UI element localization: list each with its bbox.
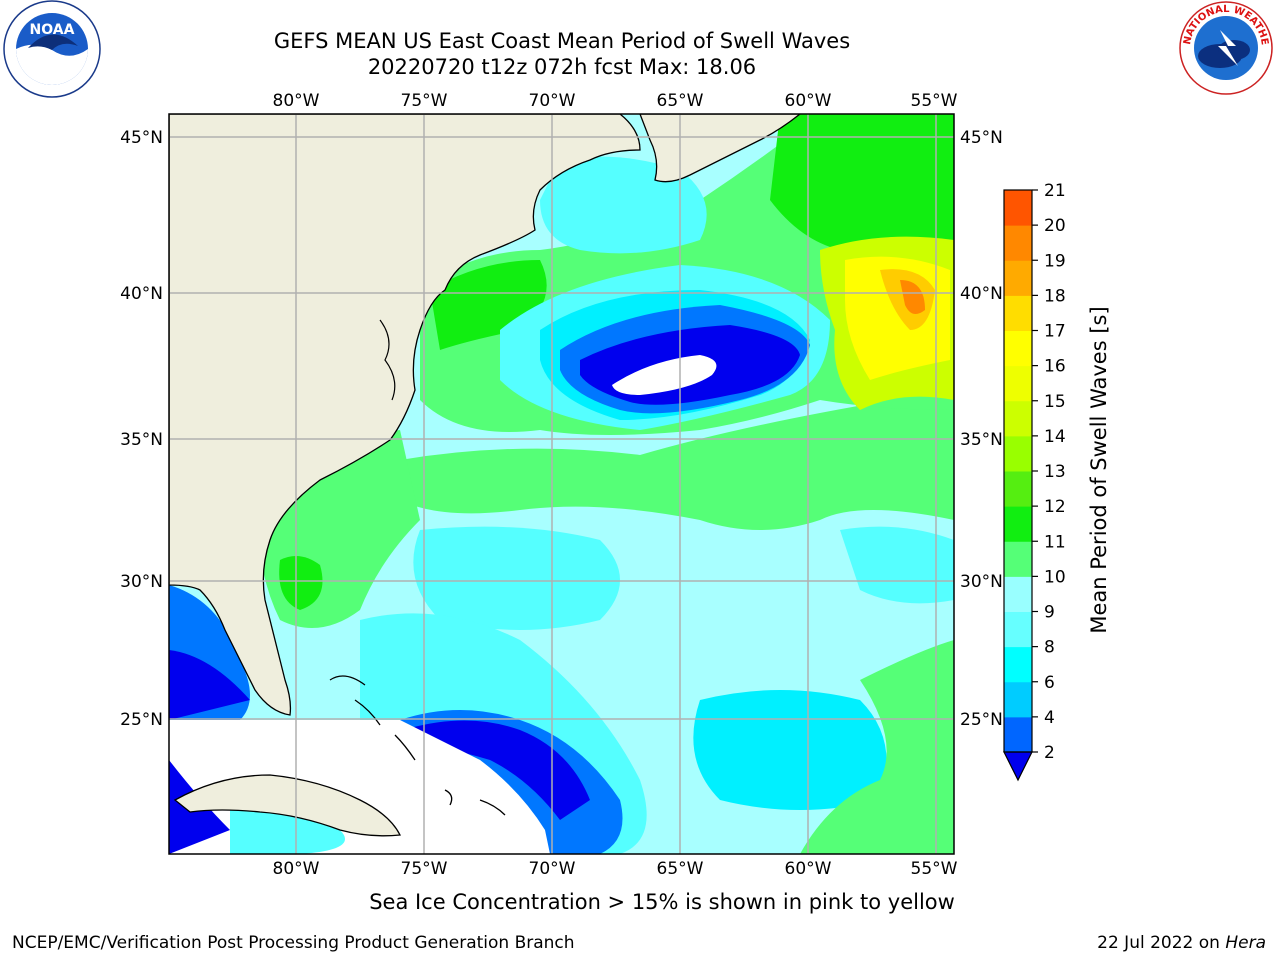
zone-orange-max <box>900 280 925 314</box>
noaa-logo: NOAA <box>3 0 101 98</box>
lat-label: 45°N <box>960 128 1003 148</box>
zone-cyan-south-1 <box>413 526 620 630</box>
colorbar-tick-label: 2 <box>1044 743 1055 763</box>
map-field <box>169 114 954 854</box>
zone-cyan-southeast <box>693 690 887 810</box>
colorbar-segment <box>1004 295 1032 331</box>
colorbar-tick-label: 16 <box>1044 357 1066 377</box>
zone-light-green-south <box>400 390 954 530</box>
lat-labels-left: 45°N 40°N 35°N 30°N 25°N <box>120 128 163 730</box>
lat-label: 25°N <box>960 710 1003 730</box>
colorbar-segment <box>1004 260 1032 296</box>
lon-label: 60°W <box>785 91 832 111</box>
nws-logo: NATIONAL WEATHER SERVICE <box>1176 0 1273 95</box>
colorbar-segment <box>1004 611 1032 648</box>
lon-label: 75°W <box>401 859 448 879</box>
lat-label: 25°N <box>120 710 163 730</box>
colorbar-tick-label: 18 <box>1044 286 1066 306</box>
colorbar-tick-label: 14 <box>1044 427 1066 447</box>
zone-deep-blue-gulf <box>169 650 250 720</box>
lon-label: 65°W <box>657 91 704 111</box>
lon-label: 80°W <box>273 859 320 879</box>
colorbar-segment <box>1004 646 1032 683</box>
colorbar-tick-label: 9 <box>1044 603 1055 623</box>
colorbar-segment <box>1004 716 1032 753</box>
colorbar-tick-label: 15 <box>1044 392 1066 412</box>
lat-label: 30°N <box>960 572 1003 592</box>
sea-ice-note: Sea Ice Concentration > 15% is shown in … <box>369 890 955 914</box>
lat-label: 35°N <box>960 430 1003 450</box>
colorbar: 2 4 6 8 9 10 11 12 13 14 15 16 17 18 19 20 21 <box>1003 181 1066 782</box>
colorbar-segment <box>1004 435 1032 472</box>
lat-label: 40°N <box>960 284 1003 304</box>
colorbar-segment <box>1004 190 1032 226</box>
zone-white-calm <box>612 355 717 395</box>
colorbar-tick-label: 8 <box>1044 638 1055 658</box>
lat-label: 40°N <box>120 284 163 304</box>
land-cuba <box>173 774 402 837</box>
lat-label: 45°N <box>120 128 163 148</box>
colorbar-segment <box>1004 541 1032 577</box>
lon-label: 75°W <box>401 91 448 111</box>
colorbar-tick-label: 21 <box>1044 181 1066 201</box>
footer-host: Hera <box>1225 933 1266 953</box>
colorbar-tick-label: 11 <box>1044 532 1066 552</box>
chart-title: GEFS MEAN US East Coast Mean Period of S… <box>273 29 851 53</box>
lat-label: 30°N <box>120 572 163 592</box>
footer-date-text: 22 Jul 2022 on <box>1097 933 1226 953</box>
colorbar-tick-label: 12 <box>1044 497 1066 517</box>
lon-labels-bottom: 80°W 75°W 70°W 65°W 60°W 55°W <box>273 859 958 879</box>
zone-cyan-south-2 <box>840 526 954 604</box>
zone-green-southeast <box>800 640 954 854</box>
colorbar-segment <box>1004 681 1032 718</box>
colorbar-tick-label: 6 <box>1044 673 1055 693</box>
colorbar-segment <box>1004 400 1032 437</box>
lat-labels-right: 45°N 40°N 35°N 30°N 25°N <box>960 128 1003 730</box>
colorbar-segment <box>1004 225 1032 261</box>
lon-label: 80°W <box>273 91 320 111</box>
colorbar-tick-label: 4 <box>1044 708 1055 728</box>
lon-label: 70°W <box>529 91 576 111</box>
lon-label: 55°W <box>911 859 958 879</box>
zone-green-coast-fl <box>279 556 323 610</box>
lat-label: 35°N <box>120 430 163 450</box>
colorbar-tick-label: 19 <box>1044 251 1066 271</box>
colorbar-segment <box>1004 365 1032 402</box>
bahamas-outline <box>329 675 506 816</box>
colorbar-label: Mean Period of Swell Waves [s] <box>1087 306 1111 633</box>
colorbar-tick-label: 13 <box>1044 462 1066 482</box>
noaa-logo-text: NOAA <box>30 22 75 38</box>
colorbar-segment <box>1004 330 1032 367</box>
land-north-america <box>169 114 641 716</box>
lon-labels-top: 80°W 75°W 70°W 65°W 60°W 55°W <box>273 91 958 111</box>
lon-label: 65°W <box>657 859 704 879</box>
colorbar-segment <box>1004 471 1032 507</box>
map-frame <box>168 113 955 855</box>
colorbar-tick-label: 20 <box>1044 216 1066 236</box>
chesapeake-outline <box>379 319 396 401</box>
lon-label: 55°W <box>911 91 958 111</box>
colorbar-under-triangle <box>1003 751 1033 782</box>
colorbar-tick-label: 10 <box>1044 567 1066 587</box>
zone-deep-blue-bahamas <box>410 720 590 820</box>
graticule <box>169 114 954 854</box>
chart-subtitle: 20220720 t12z 072h fcst Max: 18.06 <box>367 55 757 79</box>
colorbar-tick-label: 17 <box>1044 322 1066 342</box>
footer-credit: NCEP/EMC/Verification Post Processing Pr… <box>12 933 575 953</box>
lon-label: 70°W <box>529 859 576 879</box>
lon-label: 60°W <box>785 859 832 879</box>
footer-date: 22 Jul 2022 on Hera <box>1097 933 1266 953</box>
colorbar-segment <box>1004 506 1032 542</box>
colorbar-segment <box>1004 576 1032 612</box>
